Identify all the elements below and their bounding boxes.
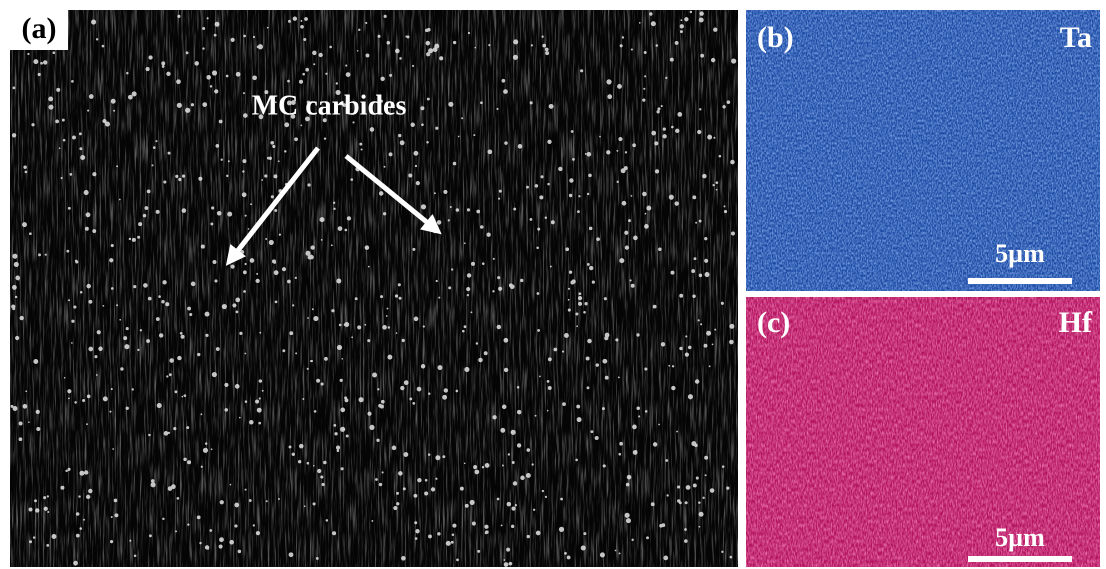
- ta-texture: [746, 10, 1100, 291]
- element-label: Ta: [1060, 21, 1092, 54]
- element-label: Hf: [1059, 306, 1093, 339]
- panel-label: (c): [757, 306, 790, 339]
- panel-label: (b): [757, 21, 794, 54]
- scale-bar: [968, 278, 1072, 284]
- panel-c: (c) Hf 5µm: [746, 297, 1100, 567]
- scale-bar-label: 5µm: [995, 523, 1045, 552]
- annotation: MC carbides: [252, 90, 407, 121]
- figure: (a) MC carbides (b) Ta 5µm (c) Hf 5µm: [0, 0, 1106, 569]
- panel-b: (b) Ta 5µm: [746, 10, 1100, 291]
- panel-a: (a) MC carbides: [10, 10, 738, 567]
- scale-bar-label: 5µm: [995, 239, 1045, 268]
- hf-texture: [746, 297, 1100, 567]
- scale-bar: [968, 556, 1072, 562]
- panel-label: (a): [22, 12, 57, 45]
